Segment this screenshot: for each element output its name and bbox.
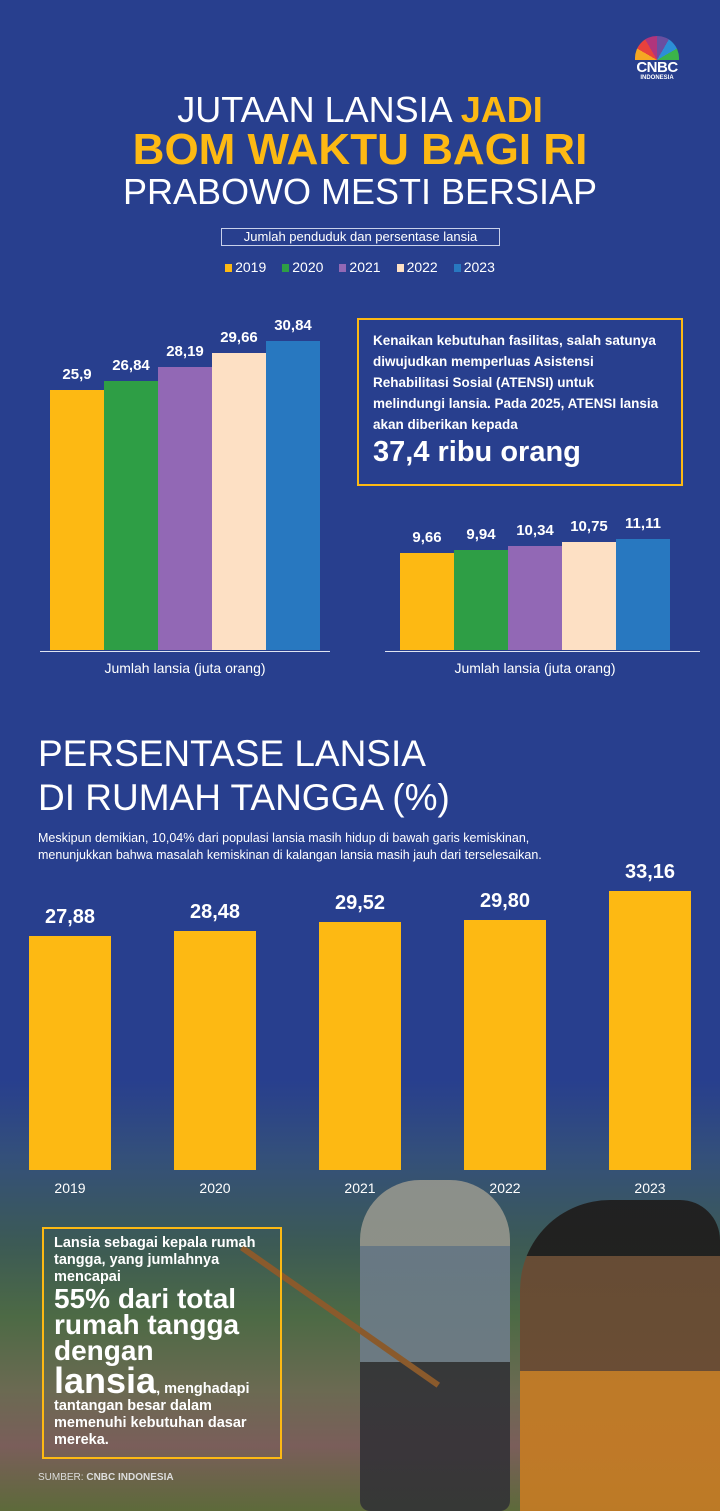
title-accent: JADI — [460, 89, 543, 130]
legend-swatch — [225, 264, 233, 272]
x-axis-label: Jumlah lansia (juta orang) — [454, 660, 616, 676]
bar-0-2023 — [266, 340, 320, 650]
legend-swatch — [453, 264, 461, 272]
data-label: 30,84 — [274, 316, 312, 334]
bar-2-2020 — [174, 930, 256, 1170]
bar-0-2020 — [104, 380, 158, 650]
data-label: 33,16 — [624, 861, 676, 884]
legend-label: 2021 — [349, 259, 381, 275]
legend-label: 2020 — [292, 259, 324, 275]
x-tick-label: 2019 — [54, 1180, 86, 1196]
data-label: 29,80 — [479, 889, 531, 912]
callout-highlight-2: lansia — [54, 1360, 157, 1401]
chart-subtitle: Jumlah penduduk dan persentase lansia — [221, 228, 500, 246]
bar-1-2019 — [400, 553, 454, 650]
title-line-2: BOM WAKTU BAGI RI — [132, 125, 588, 174]
photo-callout-box: Lansia sebagai kepala rumah tangga, yang… — [42, 1227, 282, 1459]
x-axis — [385, 651, 700, 652]
data-label: 26,84 — [112, 356, 150, 374]
legend-swatch — [282, 264, 290, 272]
legend: 2019 2020 2021 2022 2023 — [0, 259, 720, 275]
legend-item-2022: 2022 — [396, 259, 438, 275]
legend-label: 2022 — [406, 259, 438, 275]
x-tick-label: 2021 — [344, 1180, 376, 1196]
data-label: 9,94 — [466, 526, 496, 544]
callout-intro: Lansia sebagai kepala rumah tangga, yang… — [54, 1235, 256, 1285]
bar-2-2022 — [464, 919, 546, 1170]
bar-1-2022 — [562, 542, 616, 650]
x-axis — [40, 651, 330, 652]
info-highlight: 37,4 ribu orang — [373, 436, 581, 468]
title-plain: JUTAAN LANSIA — [177, 89, 461, 130]
data-label: 27,88 — [44, 905, 96, 928]
source-note: SUMBER: CNBC INDONESIA — [38, 1472, 174, 1483]
legend-label: 2019 — [235, 259, 267, 275]
source-name: CNBC INDONESIA — [86, 1472, 174, 1483]
section-title-1: PERSENTASE LANSIA — [38, 733, 426, 774]
info-text: Kenaikan kebutuhan fasilitas, salah satu… — [373, 333, 659, 432]
section-description: Meskipun demikian, 10,04% dari populasi … — [38, 830, 698, 864]
data-label: 28,19 — [166, 343, 204, 361]
legend-item-2019: 2019 — [225, 259, 266, 275]
callout-outro: , menghadapi tantangan besar dalam memen… — [54, 1381, 250, 1448]
elderly-man-figure — [520, 1200, 720, 1511]
callout-highlight: 55% dari total rumah tangga dengan — [54, 1283, 240, 1366]
x-tick-label: 2020 — [199, 1180, 231, 1196]
info-box: Kenaikan kebutuhan fasilitas, salah satu… — [357, 318, 683, 486]
data-label: 29,52 — [334, 892, 386, 915]
section-title-2: DI RUMAH TANGGA (%) — [38, 777, 450, 818]
bar-1-2021 — [508, 546, 562, 650]
bar-2-2019 — [29, 935, 111, 1170]
bar-1-2023 — [616, 538, 670, 650]
x-axis-label: Jumlah lansia (juta orang) — [104, 660, 266, 676]
cnbc-logo: CNBC INDONESIA — [632, 36, 682, 81]
data-label: 10,34 — [516, 522, 554, 540]
legend-swatch — [396, 264, 404, 272]
data-label: 9,66 — [412, 529, 442, 547]
title-line-1: JUTAAN LANSIA JADI — [0, 92, 720, 128]
data-label: 11,11 — [625, 514, 661, 532]
data-label: 25,9 — [62, 366, 92, 384]
data-label: 29,66 — [220, 328, 258, 346]
logo-text: CNBC — [636, 59, 678, 76]
title-line-3: PRABOWO MESTI BERSIAP — [122, 171, 598, 212]
desc-line-2: menunjukkan bahwa masalah kemiskinan di … — [38, 848, 542, 862]
legend-swatch — [339, 264, 347, 272]
bar-0-2021 — [158, 367, 212, 650]
legend-item-2021: 2021 — [339, 259, 381, 275]
source-label: SUMBER: — [38, 1472, 87, 1483]
legend-item-2020: 2020 — [282, 259, 323, 275]
x-tick-label: 2022 — [489, 1180, 521, 1196]
desc-line-1: Meskipun demikian, 10,04% dari populasi … — [38, 831, 530, 845]
bar-0-2022 — [212, 352, 266, 650]
x-tick-label: 2023 — [634, 1180, 666, 1196]
data-label: 10,75 — [570, 518, 608, 536]
bar-0-2019 — [50, 390, 104, 650]
bar-2-2023 — [609, 891, 691, 1170]
data-label: 28,48 — [189, 900, 241, 923]
legend-item-2023: 2023 — [453, 259, 495, 275]
bar-2-2021 — [319, 922, 401, 1170]
logo-subtext: INDONESIA — [640, 75, 674, 81]
bar-1-2020 — [454, 550, 508, 650]
legend-label: 2023 — [463, 259, 495, 275]
